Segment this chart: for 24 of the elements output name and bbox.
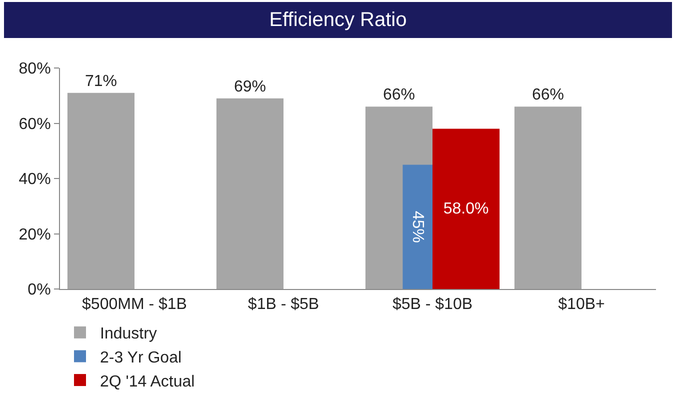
bar xyxy=(216,98,284,289)
data-label: 69% xyxy=(234,78,266,96)
data-label: 66% xyxy=(532,86,564,104)
data-label: 45% xyxy=(409,210,426,243)
x-tick-label: $1B - $5B xyxy=(248,296,320,314)
bar xyxy=(514,106,582,289)
data-label: 71% xyxy=(84,72,117,90)
bar xyxy=(402,164,432,289)
x-tick-label: $10B+ xyxy=(558,296,605,314)
chart-title: Efficiency Ratio xyxy=(4,2,672,38)
legend-label: 2-3 Yr Goal xyxy=(100,349,182,366)
y-tick-label: 20% xyxy=(18,226,51,244)
x-tick-label: $5B - $10B xyxy=(392,296,473,314)
y-tick-label: 80% xyxy=(18,60,51,78)
legend-label: Industry xyxy=(100,326,157,343)
x-tick-label: $500MM - $1B xyxy=(82,296,187,314)
bar xyxy=(432,128,500,289)
y-tick-label: 0% xyxy=(28,282,51,299)
y-tick-label: 60% xyxy=(18,116,51,133)
legend-label: 2Q '14 Actual xyxy=(100,373,195,390)
data-label: 58.0% xyxy=(443,200,489,218)
data-label: 66% xyxy=(382,86,415,104)
bar xyxy=(67,92,134,289)
y-tick-label: 40% xyxy=(18,171,51,188)
